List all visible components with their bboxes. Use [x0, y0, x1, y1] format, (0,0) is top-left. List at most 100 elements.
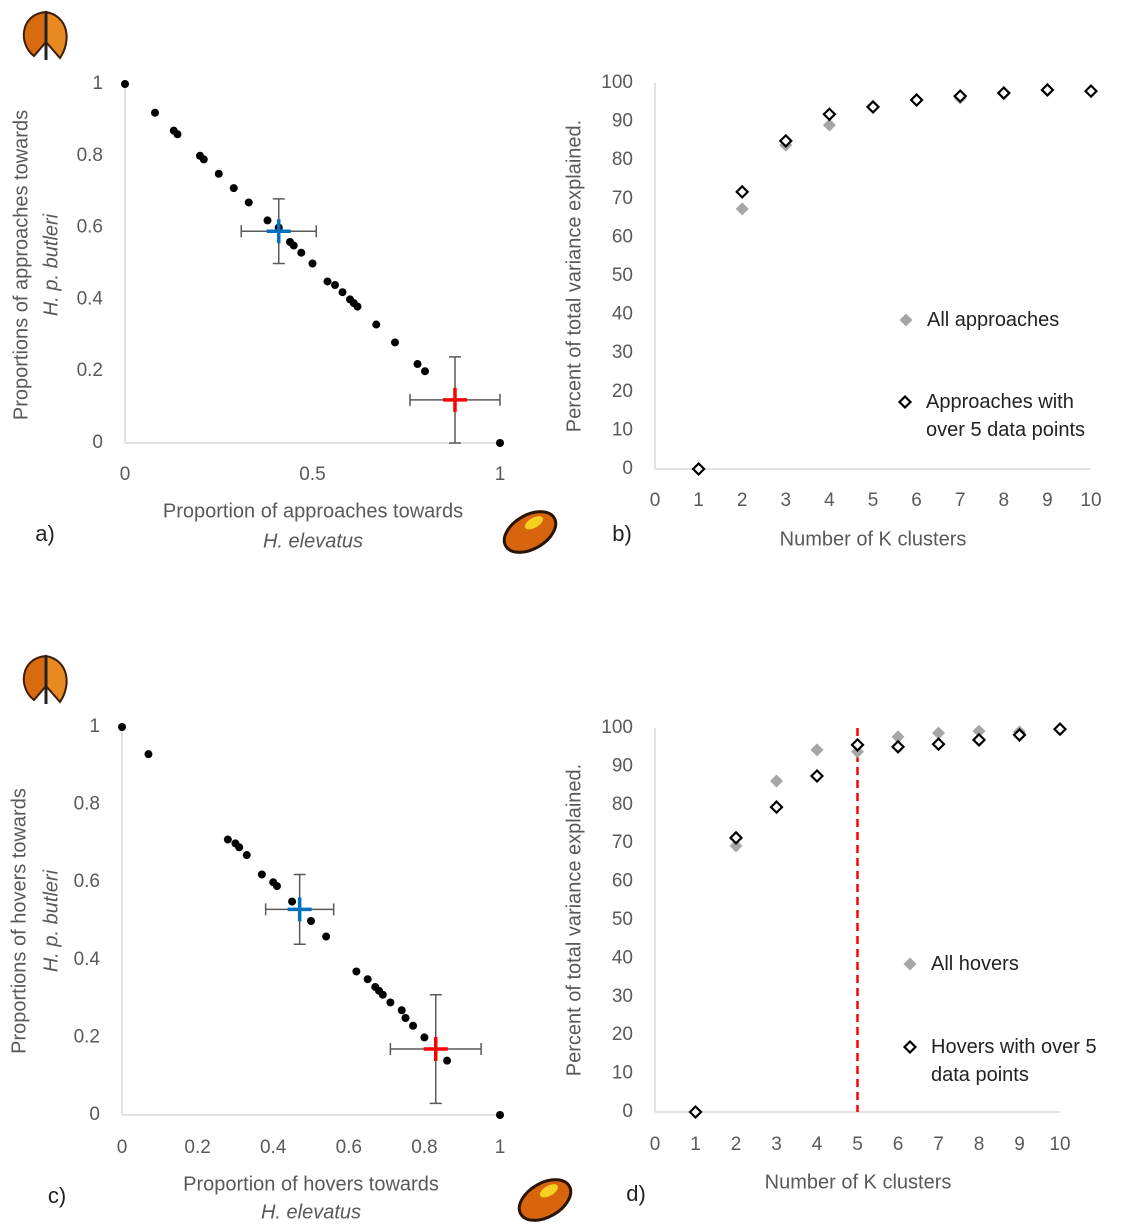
x-tick-label: 1 [495, 464, 506, 485]
data-point [409, 1021, 418, 1030]
y-tick-label: 0.4 [74, 949, 101, 970]
data-point [729, 839, 743, 853]
data-point [272, 882, 281, 891]
y-tick-label: 0 [92, 432, 103, 453]
y-tick-label: 0.2 [74, 1026, 100, 1047]
mean-cross [266, 219, 291, 244]
data-point [214, 169, 223, 178]
y-axis-label: Proportions of approaches towards [10, 110, 32, 420]
y-tick-label: 0.8 [77, 145, 103, 166]
y-tick-label: 10 [612, 419, 633, 440]
y-tick-label: 1 [92, 73, 103, 94]
data-point [263, 216, 272, 225]
x-axis-label: Proportion of hovers towards [183, 1173, 439, 1195]
data-point [121, 80, 129, 88]
butterfly-icon [22, 654, 68, 704]
panel: 0 0.2 0.4 0.6 0.8 1 0 0.5 1 Proportion of approac… [10, 73, 505, 552]
data-point [352, 967, 361, 976]
y-tick-label: 20 [612, 381, 633, 402]
y-tick-label: 20 [612, 1024, 633, 1045]
y-tick-label: 0.8 [74, 794, 100, 815]
data-point [971, 732, 987, 747]
legend-entry: All hovers [931, 953, 1019, 975]
data-point [822, 107, 837, 122]
y-tick-label: 100 [601, 72, 633, 93]
data-point [173, 130, 182, 139]
x-tick-label: 2 [737, 490, 748, 511]
data-point [353, 302, 362, 311]
data-point [850, 737, 865, 752]
data-point [308, 259, 317, 268]
butterfly-icon [22, 10, 68, 60]
data-point [778, 133, 793, 148]
data-point [728, 830, 744, 845]
data-point [401, 1014, 410, 1022]
x-tick-label: 6 [911, 490, 922, 511]
mean-cross [287, 897, 312, 922]
y-tick-label: 0.2 [77, 360, 103, 381]
data-point [199, 155, 208, 164]
data-point [235, 843, 244, 852]
data-point [931, 737, 946, 752]
legend-label: All approaches [927, 309, 1060, 331]
data-point [413, 360, 422, 369]
mean-cross [423, 1037, 448, 1062]
data-point [288, 897, 297, 906]
data-point [932, 726, 945, 740]
y-tick-label: 40 [612, 304, 633, 325]
mean-marker [264, 873, 335, 946]
y-tick-label: 50 [612, 265, 633, 286]
data-point [223, 835, 232, 844]
data-point [331, 281, 339, 290]
x-tick-label: 0 [650, 490, 661, 511]
panel: 0 0.2 0.4 0.6 0.8 1 0 0.2 0.4 0.6 0.8 1 Proportion o… [8, 716, 505, 1223]
y-tick-label: 60 [612, 226, 633, 247]
panel-label: a) [35, 521, 55, 546]
data-point [421, 367, 429, 376]
data-point [890, 739, 906, 754]
legend-label: Approaches with over 5 data points [926, 391, 1085, 441]
data-point [496, 1111, 504, 1119]
x-tick-label: 10 [1049, 1134, 1070, 1155]
y-tick-label: 60 [612, 871, 633, 892]
data-point [372, 320, 381, 329]
x-tick-label: 8 [974, 1134, 985, 1155]
data-point [323, 277, 332, 286]
y-tick-label: 70 [612, 832, 633, 853]
x-axis-label-species: H. elevatus [261, 1201, 361, 1223]
data-point [1040, 82, 1055, 98]
x-axis-label: Proportion of approaches towards [163, 500, 463, 522]
data-point [810, 743, 824, 757]
data-point [996, 85, 1011, 101]
x-tick-label: 9 [1042, 490, 1053, 511]
y-axis-label-species: H. p. butleri [40, 869, 62, 972]
y-axis-label: Percent of total variance explained. [563, 764, 585, 1076]
y-tick-label: 80 [612, 794, 633, 815]
mean-marker [240, 198, 317, 265]
x-tick-label: 1 [690, 1134, 701, 1155]
x-tick-label: 0.5 [299, 464, 325, 485]
data-point [735, 202, 749, 216]
y-tick-label: 0 [622, 1101, 633, 1122]
data-point [688, 1104, 703, 1120]
x-tick-label: 4 [812, 1134, 823, 1155]
data-point [397, 1006, 406, 1015]
data-point [118, 723, 126, 731]
y-tick-label: 0.6 [77, 217, 103, 238]
data-point [229, 184, 238, 193]
data-point [822, 118, 836, 132]
x-tick-label: 0.2 [184, 1137, 210, 1158]
butterfly-icon [502, 510, 558, 554]
data-point [386, 998, 395, 1007]
y-tick-label: 10 [612, 1063, 633, 1084]
panel: 0 10 20 30 40 50 60 70 80 90 100 0 1 2 3 4 5 6 7 8 9 10 Number… [563, 717, 1097, 1206]
data-point [1052, 722, 1068, 737]
x-tick-label: 0 [117, 1137, 128, 1158]
legend-marker [902, 1039, 918, 1055]
data-point [242, 851, 251, 860]
x-tick-label: 7 [933, 1134, 944, 1155]
legend-label: Hovers with over 5 data points [931, 1036, 1097, 1086]
data-point [909, 92, 924, 108]
butterfly-icon [517, 1178, 573, 1222]
